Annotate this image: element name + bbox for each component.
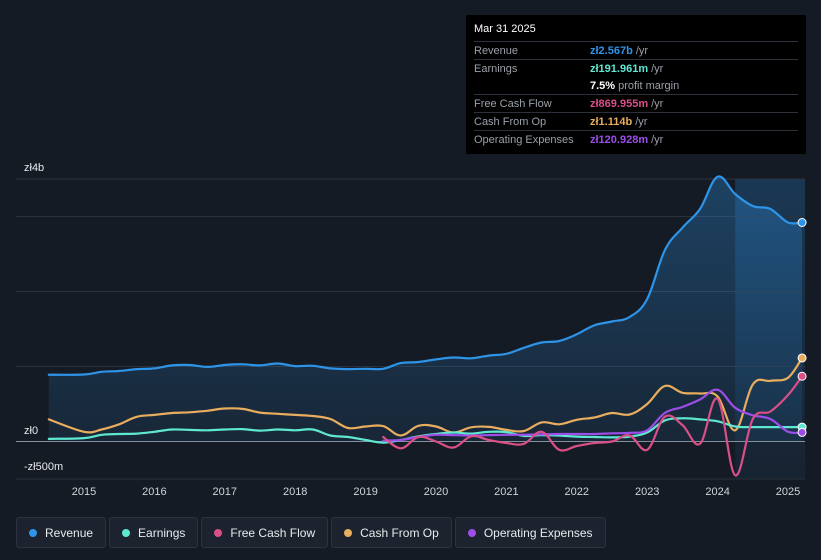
tooltip-row-value: 7.5% — [590, 79, 616, 92]
legend-item-earnings[interactable]: Earnings — [109, 517, 199, 548]
legend-label: Revenue — [45, 525, 94, 540]
x-tick-label: 2015 — [72, 486, 96, 498]
tooltip-row-unit: profit margin — [618, 79, 680, 92]
legend-dot-icon — [214, 528, 223, 537]
legend-item-revenue[interactable]: Revenue — [16, 517, 107, 548]
tooltip-row: Free Cash Flow zł869.955m/yr — [474, 94, 798, 112]
x-tick-label: 2025 — [776, 486, 800, 498]
free-cash-flow-line — [382, 375, 804, 477]
tooltip-row: Operating Expenses zł120.928m/yr — [474, 130, 798, 148]
series-end-markers — [797, 218, 807, 437]
tooltip-row-value: zł120.928m — [590, 133, 649, 146]
tooltip-row-value: zł1.114b — [590, 115, 633, 128]
tooltip-row-value: zł869.955m — [590, 97, 649, 110]
x-axis-ticks: 2015 2016 2017 2018 2019 2020 2021 2022 2023 2024… — [72, 486, 800, 498]
tooltip-row-value: zł191.961m — [590, 62, 649, 75]
legend-label: Operating Expenses — [483, 525, 593, 540]
tooltip-row-label: Cash From Op — [474, 115, 547, 128]
tooltip-row-unit: /yr — [635, 44, 649, 57]
tooltip-row-label: Free Cash Flow — [474, 97, 552, 110]
legend-label: Cash From Op — [360, 525, 439, 540]
tooltip-row-unit: /yr — [651, 133, 664, 146]
tooltip-row-unit: /yr — [651, 97, 664, 110]
operating-expenses-end-marker — [797, 427, 807, 437]
legend: Revenue Earnings Free Cash Flow Cash From O… — [16, 517, 606, 548]
x-tick-label: 2024 — [705, 486, 729, 498]
legend-item-free-cash-flow[interactable]: Free Cash Flow — [201, 517, 329, 548]
tooltip-row: Cash From Op zł1.114b/yr — [474, 112, 798, 130]
y-label-top: zł4b — [24, 162, 44, 174]
revenue-line — [47, 175, 804, 376]
legend-dot-icon — [29, 528, 37, 537]
y-label-zero: zł0 — [24, 425, 38, 437]
cash-from-op-line — [47, 356, 804, 437]
tooltip-rows: Revenue zł2.567b/yr Earnings zł191.961m/yr 7… — [474, 41, 798, 148]
tooltip-row-label: Revenue — [474, 44, 519, 57]
tooltip-row-unit: /yr — [651, 62, 664, 75]
legend-label: Free Cash Flow — [230, 525, 316, 540]
revenue-end-marker — [797, 218, 807, 227]
x-tick-label: 2017 — [213, 486, 237, 498]
cash-from-op-end-marker — [797, 353, 807, 363]
tooltip-row: Revenue zł2.567b/yr — [474, 41, 798, 59]
x-tick-label: 2016 — [142, 486, 166, 498]
x-tick-label: 2019 — [353, 486, 377, 498]
revenue-area — [48, 176, 803, 442]
tooltip-row-value: zł2.567b — [590, 44, 633, 57]
tooltip-row: Earnings zł191.961m/yr — [474, 59, 798, 77]
free-cash-flow-end-marker — [797, 371, 807, 381]
financial-chart: zł4b zł0 -zł500m 2015 2016 2017 2018 2019 202… — [16, 162, 807, 498]
x-tick-label: 2018 — [283, 486, 307, 498]
operating-expenses-line — [382, 388, 804, 442]
x-tick-label: 2023 — [635, 486, 659, 498]
y-label-bottom: -zł500m — [24, 461, 63, 473]
tooltip-row-unit: /yr — [635, 115, 648, 128]
legend-dot-icon — [122, 528, 131, 537]
x-tick-label: 2021 — [494, 486, 518, 498]
tooltip-panel: Mar 31 2025 Revenue zł2.567b/yr Earnings zł… — [466, 15, 806, 154]
legend-item-operating-expenses[interactable]: Operating Expenses — [454, 517, 606, 548]
x-tick-label: 2020 — [424, 486, 448, 498]
series-lines — [47, 175, 804, 477]
legend-dot-icon — [467, 528, 476, 537]
legend-dot-icon — [344, 528, 353, 537]
legend-item-cash-from-op[interactable]: Cash From Op — [331, 517, 452, 548]
tooltip-row-label: Earnings — [474, 62, 518, 75]
x-tick-label: 2022 — [565, 486, 589, 498]
tooltip-row: 7.5% profit margin — [474, 77, 798, 94]
tooltip-date: Mar 31 2025 — [474, 23, 536, 35]
legend-label: Earnings — [138, 525, 186, 540]
tooltip-row-label: Operating Expenses — [474, 133, 574, 146]
